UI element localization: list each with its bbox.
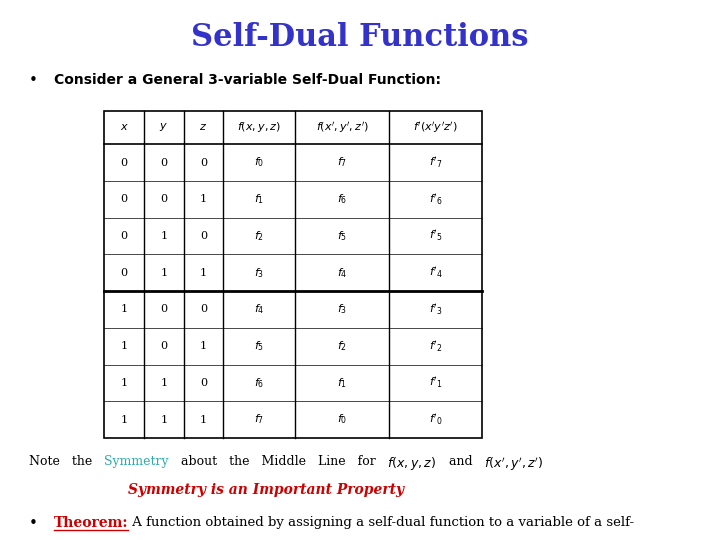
Text: 0: 0 [121,194,127,204]
Text: $f_7$: $f_7$ [254,413,264,427]
Text: $f_3$: $f_3$ [254,266,264,280]
Text: $f_1$: $f_1$ [337,376,347,390]
Text: 0: 0 [200,378,207,388]
Text: $f_5$: $f_5$ [254,339,264,353]
Text: Note   the: Note the [29,455,104,468]
Text: 0: 0 [121,268,127,278]
Text: $f'_4$: $f'_4$ [428,265,443,280]
Text: and: and [437,455,485,468]
Text: $f'_7$: $f'_7$ [429,155,442,170]
Text: 0: 0 [161,194,167,204]
Text: $f_0$: $f_0$ [337,413,347,427]
Text: $f_2$: $f_2$ [337,339,347,353]
Bar [104,111,482,438]
Text: $y$: $y$ [159,122,168,133]
Text: $f_3$: $f_3$ [337,302,347,316]
Text: Self-Dual Functions: Self-Dual Functions [192,22,528,52]
Text: $f_2$: $f_2$ [254,229,264,243]
Text: 1: 1 [121,378,127,388]
Text: 1: 1 [161,378,167,388]
Text: Consider a General 3-variable Self-Dual Function:: Consider a General 3-variable Self-Dual … [54,73,441,87]
Text: $f'_1$: $f'_1$ [429,375,442,390]
Text: $f'(x'y'z')$: $f'(x'y'z')$ [413,120,458,135]
Text: $f(x',y',z')$: $f(x',y',z')$ [485,455,544,472]
Text: $f_6$: $f_6$ [254,376,264,390]
Text: $f_4$: $f_4$ [337,266,347,280]
Text: $x$: $x$ [120,123,129,132]
Text: A function obtained by assigning a self-dual function to a variable of a self-: A function obtained by assigning a self-… [128,516,634,529]
Text: $f'_3$: $f'_3$ [429,302,442,317]
Text: about   the   Middle   Line   for: about the Middle Line for [168,455,387,468]
Text: $f_5$: $f_5$ [337,229,347,243]
Text: 0: 0 [200,231,207,241]
Text: 1: 1 [161,231,167,241]
Text: $f_0$: $f_0$ [254,156,264,170]
Text: 1: 1 [161,415,167,424]
Text: 1: 1 [121,305,127,314]
Text: $z$: $z$ [199,123,207,132]
Text: $f(x',y',z')$: $f(x',y',z')$ [315,120,369,135]
Text: 1: 1 [200,268,207,278]
Text: 1: 1 [200,194,207,204]
Text: 1: 1 [200,341,207,351]
Text: 0: 0 [121,231,127,241]
Text: 1: 1 [161,268,167,278]
Text: •: • [29,73,37,88]
Text: 0: 0 [200,305,207,314]
Text: 0: 0 [161,158,167,167]
Text: 1: 1 [121,341,127,351]
Text: Symmetry is an Important Property: Symmetry is an Important Property [128,483,405,497]
Text: $f(x,y,z)$: $f(x,y,z)$ [237,120,282,134]
Text: Symmetry: Symmetry [104,455,168,468]
Text: 0: 0 [121,158,127,167]
Text: $f_4$: $f_4$ [254,302,264,316]
Text: $f'_0$: $f'_0$ [429,412,442,427]
Text: $f_6$: $f_6$ [337,192,347,206]
Text: Theorem:: Theorem: [54,516,128,530]
Text: 1: 1 [200,415,207,424]
Text: $f'_5$: $f'_5$ [429,228,442,244]
Text: $f_1$: $f_1$ [254,192,264,206]
Text: $f_7$: $f_7$ [337,156,347,170]
Text: 0: 0 [200,158,207,167]
Text: $f(x,y,z)$: $f(x,y,z)$ [387,455,437,472]
Text: 0: 0 [161,341,167,351]
Text: $f'_2$: $f'_2$ [429,339,442,354]
Text: •: • [29,516,37,531]
Text: $f'_6$: $f'_6$ [429,192,442,207]
Text: 1: 1 [121,415,127,424]
Text: 0: 0 [161,305,167,314]
